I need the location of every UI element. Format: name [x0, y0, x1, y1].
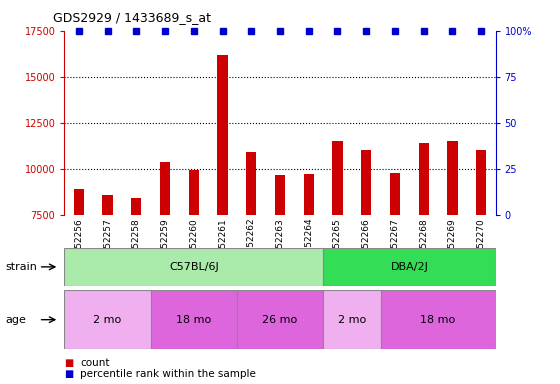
- Bar: [304, 174, 314, 353]
- Text: GDS2929 / 1433689_s_at: GDS2929 / 1433689_s_at: [53, 12, 211, 25]
- Text: strain: strain: [6, 262, 38, 272]
- Text: C57BL/6J: C57BL/6J: [169, 262, 218, 272]
- Bar: [390, 173, 400, 353]
- Text: 26 mo: 26 mo: [263, 314, 297, 325]
- Text: age: age: [6, 314, 26, 325]
- Bar: [74, 189, 84, 353]
- Bar: [323, 290, 381, 349]
- Bar: [131, 197, 141, 353]
- Text: count: count: [80, 358, 110, 368]
- Bar: [160, 162, 170, 353]
- Bar: [419, 143, 429, 353]
- Text: DBA/2J: DBA/2J: [390, 262, 428, 272]
- Bar: [237, 290, 323, 349]
- Text: 2 mo: 2 mo: [94, 314, 122, 325]
- Text: percentile rank within the sample: percentile rank within the sample: [80, 369, 256, 379]
- Bar: [381, 290, 496, 349]
- Bar: [102, 195, 113, 353]
- Text: ■: ■: [64, 358, 74, 368]
- Bar: [333, 141, 343, 353]
- Bar: [246, 152, 256, 353]
- Text: 2 mo: 2 mo: [338, 314, 366, 325]
- Bar: [189, 170, 199, 353]
- Bar: [323, 248, 496, 286]
- Bar: [64, 248, 323, 286]
- Text: 18 mo: 18 mo: [176, 314, 211, 325]
- Bar: [64, 290, 151, 349]
- Bar: [476, 150, 486, 353]
- Bar: [361, 150, 371, 353]
- Bar: [275, 175, 285, 353]
- Bar: [217, 55, 227, 353]
- Text: ■: ■: [64, 369, 74, 379]
- Bar: [151, 290, 237, 349]
- Bar: [447, 141, 458, 353]
- Text: 18 mo: 18 mo: [421, 314, 456, 325]
